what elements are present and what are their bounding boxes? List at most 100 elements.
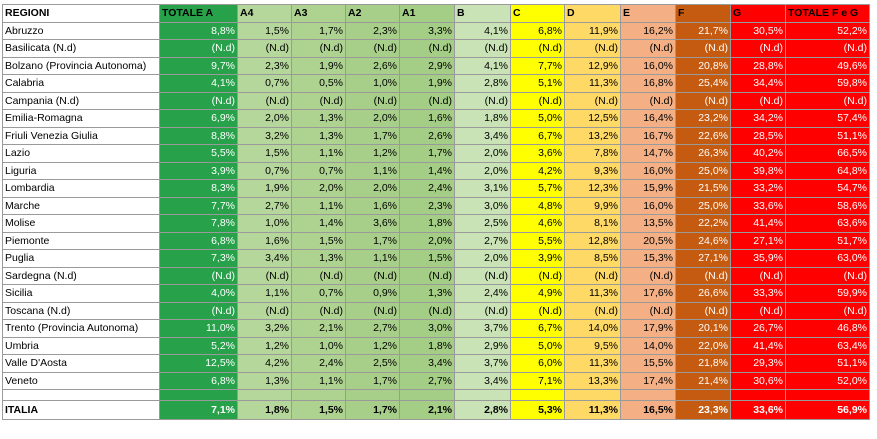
value-cell: 12,5% (159, 354, 238, 373)
value-cell: (N.d) (730, 39, 786, 58)
spacer-cell (730, 389, 786, 401)
value-cell: 0,7% (291, 284, 346, 303)
value-cell: 0,7% (237, 74, 292, 93)
table-row: Liguria 3,9% 0,7% 0,7% 1,1% 1,4% 2,0% 4,2% 9,3% 1… (2, 161, 870, 180)
value-cell: (N.d) (159, 301, 238, 320)
spacer-cell (291, 389, 346, 401)
value-cell: (N.d) (399, 39, 455, 58)
spacer-cell (564, 389, 621, 401)
value-cell: 58,6% (785, 196, 870, 215)
value-cell: 3,1% (454, 179, 511, 198)
region-cell: Friuli Venezia Giulia (2, 126, 160, 145)
spacer-cell (237, 389, 292, 401)
header-col: F (675, 4, 731, 23)
region-cell: Sicilia (2, 284, 160, 303)
value-cell: 3,6% (510, 144, 565, 163)
value-cell: 4,6% (510, 214, 565, 233)
value-cell: 3,6% (345, 214, 400, 233)
value-cell: (N.d) (399, 301, 455, 320)
spacer-cell (399, 389, 455, 401)
value-cell: 1,7% (345, 231, 400, 250)
value-cell: 41,4% (730, 214, 786, 233)
value-cell: 23,3% (675, 400, 731, 420)
value-cell: 7,8% (159, 214, 238, 233)
value-cell: 1,7% (291, 21, 346, 40)
value-cell: (N.d) (159, 39, 238, 58)
value-cell: 51,1% (785, 354, 870, 373)
value-cell: (N.d) (454, 39, 511, 58)
value-cell: 1,5% (399, 249, 455, 268)
value-cell: 5,1% (510, 74, 565, 93)
value-cell: 2,1% (399, 400, 455, 420)
value-cell: 2,3% (399, 196, 455, 215)
value-cell: 2,9% (454, 336, 511, 355)
region-cell: ITALIA (2, 400, 160, 420)
value-cell: 1,2% (345, 336, 400, 355)
value-cell: 17,9% (620, 319, 676, 338)
value-cell: 11,3% (564, 74, 621, 93)
table-row: Piemonte 6,8% 1,6% 1,5% 1,7% 2,0% 2,7% 5,5% 12,8… (2, 231, 870, 250)
value-cell: (N.d) (345, 91, 400, 110)
value-cell: 1,2% (345, 144, 400, 163)
value-cell: 17,6% (620, 284, 676, 303)
value-cell: 13,5% (620, 214, 676, 233)
value-cell: 22,2% (675, 214, 731, 233)
value-cell: 1,9% (399, 74, 455, 93)
value-cell: (N.d) (564, 301, 621, 320)
region-cell: Puglia (2, 249, 160, 268)
region-cell: Campania (N.d) (2, 91, 160, 110)
value-cell: 21,7% (675, 21, 731, 40)
table-row: Calabria 4,1% 0,7% 0,5% 1,0% 1,9% 2,8% 5,1% 11,3… (2, 74, 870, 93)
value-cell: 33,6% (730, 196, 786, 215)
total-row: ITALIA 7,1% 1,8% 1,5% 1,7% 2,1% 2,8% 5,3% 11,3% 1… (2, 400, 870, 420)
value-cell: 0,5% (291, 74, 346, 93)
value-cell: 2,0% (454, 161, 511, 180)
value-cell: 6,7% (510, 126, 565, 145)
value-cell: (N.d) (564, 266, 621, 285)
value-cell: (N.d) (675, 266, 731, 285)
region-cell: Calabria (2, 74, 160, 93)
table-row: Sardegna (N.d) (N.d) (N.d) (N.d) (N.d) (N.d)(… (2, 266, 870, 285)
value-cell: 3,4% (454, 126, 511, 145)
value-cell: (N.d) (510, 301, 565, 320)
value-cell: 1,2% (237, 336, 292, 355)
value-cell: (N.d) (291, 301, 346, 320)
value-cell: 12,8% (564, 231, 621, 250)
value-cell: (N.d) (730, 301, 786, 320)
value-cell: 2,8% (454, 400, 511, 420)
value-cell: 21,8% (675, 354, 731, 373)
value-cell: 7,7% (510, 56, 565, 75)
value-cell: 26,7% (730, 319, 786, 338)
value-cell: 33,2% (730, 179, 786, 198)
region-cell: Bolzano (Provincia Autonoma) (2, 56, 160, 75)
value-cell: 3,9% (159, 161, 238, 180)
value-cell: (N.d) (345, 266, 400, 285)
value-cell: 1,5% (291, 231, 346, 250)
value-cell: 6,8% (510, 21, 565, 40)
value-cell: 1,4% (291, 214, 346, 233)
value-cell: 34,4% (730, 74, 786, 93)
value-cell: 29,3% (730, 354, 786, 373)
value-cell: 3,2% (237, 126, 292, 145)
value-cell: 59,8% (785, 74, 870, 93)
spacer-cell (510, 389, 565, 401)
value-cell: 21,5% (675, 179, 731, 198)
value-cell: 2,8% (454, 74, 511, 93)
value-cell: (N.d) (454, 266, 511, 285)
table-row: Emilia-Romagna 6,9% 2,0% 1,3% 2,0% 1,6% 1,8% 5,… (2, 109, 870, 128)
value-cell: (N.d) (291, 39, 346, 58)
value-cell: 16,2% (620, 21, 676, 40)
value-cell: 8,8% (159, 21, 238, 40)
value-cell: (N.d) (159, 91, 238, 110)
value-cell: 6,9% (159, 109, 238, 128)
value-cell: 1,0% (345, 74, 400, 93)
value-cell: 6,0% (510, 354, 565, 373)
value-cell: 2,7% (399, 371, 455, 390)
value-cell: 1,1% (345, 249, 400, 268)
value-cell: 5,3% (510, 400, 565, 420)
value-cell: 26,6% (675, 284, 731, 303)
value-cell: 63,6% (785, 214, 870, 233)
value-cell: 25,4% (675, 74, 731, 93)
value-cell: 2,4% (399, 179, 455, 198)
header-col: A4 (237, 4, 292, 23)
